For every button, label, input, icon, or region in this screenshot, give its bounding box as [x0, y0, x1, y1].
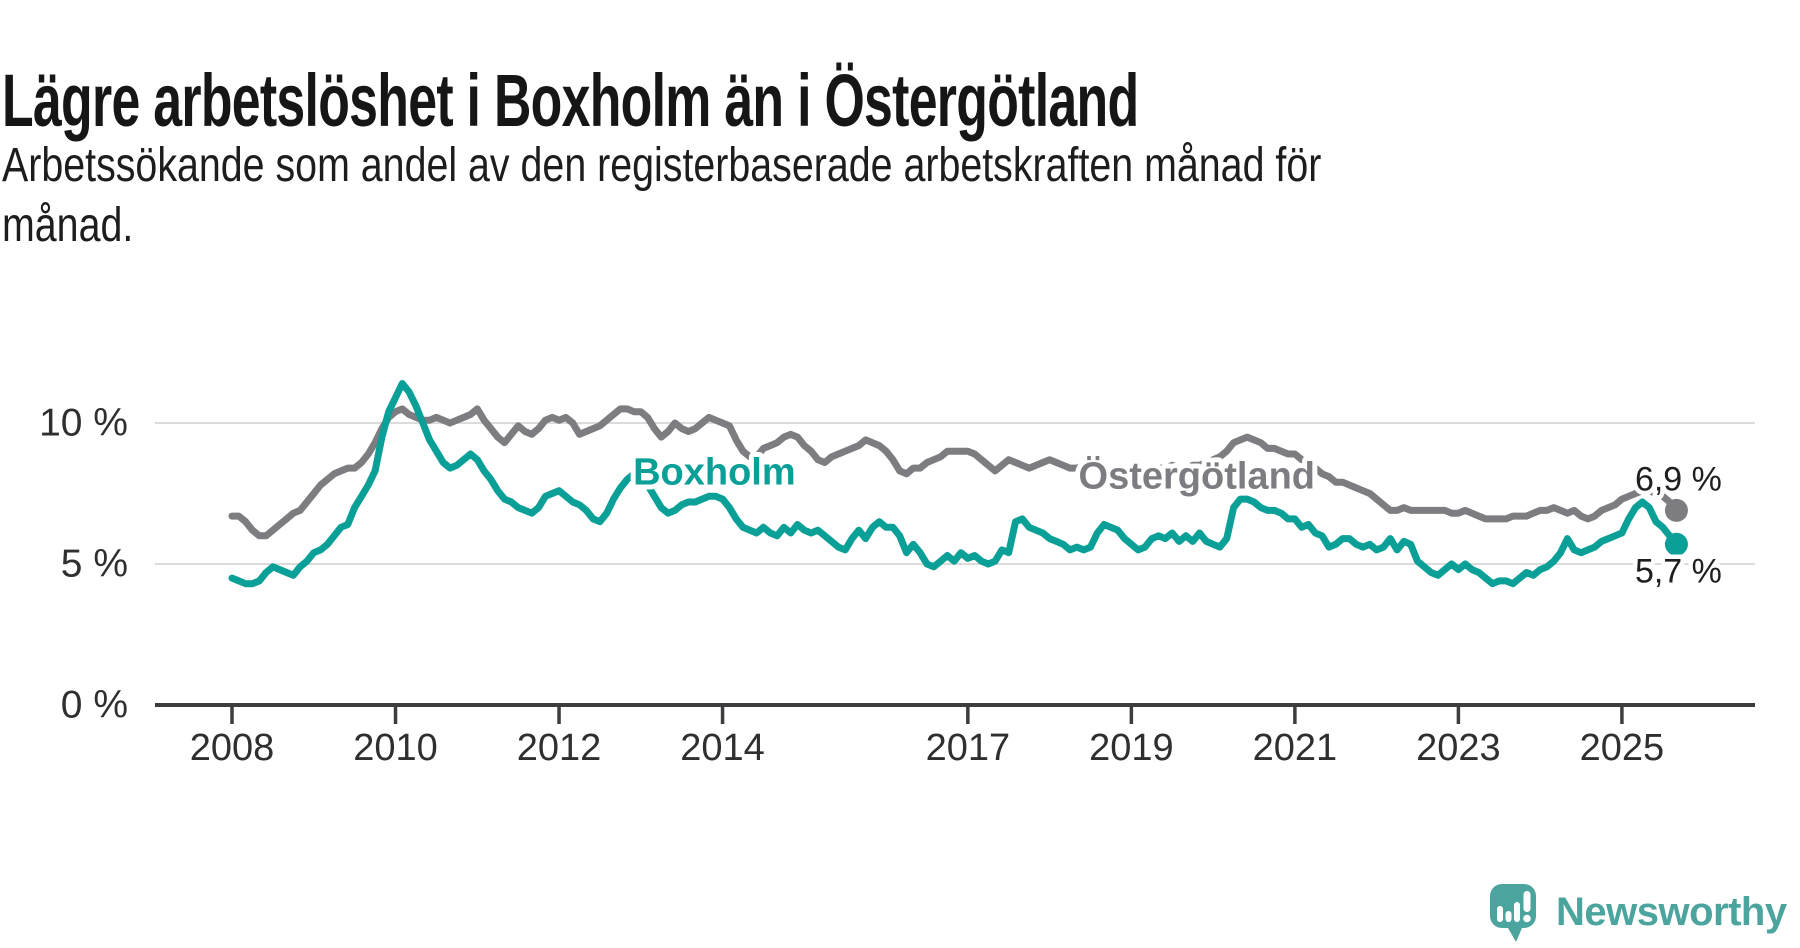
- x-tick-label-2021: 2021: [1253, 727, 1338, 769]
- x-tick-label-2008: 2008: [190, 727, 275, 769]
- line-chart: 10 % 5 % 0 % 2008 2010 2012 2014 2017 2019 2021 20…: [0, 300, 1800, 800]
- series-inline-label-östergötland: Östergötland: [1079, 455, 1315, 498]
- y-axis-label-5: 5 %: [61, 543, 128, 586]
- y-axis-label-0: 0 %: [61, 684, 128, 727]
- x-tick-label-2012: 2012: [517, 727, 602, 769]
- subtitle-line-1: Arbetssökande som andel av den registerb…: [2, 139, 1322, 192]
- series-end-label-östergötland: 6,9 %: [1635, 460, 1722, 498]
- series-line-östergötland: [228, 405, 1680, 540]
- y-axis-label-10: 10 %: [39, 402, 128, 445]
- x-tick-label-2017: 2017: [926, 727, 1011, 769]
- series-inline-label-boxholm: Boxholm: [633, 451, 796, 493]
- newsworthy-logo-icon: [1490, 884, 1536, 942]
- series-end-dot-östergötland: [1664, 498, 1688, 522]
- series-end-dot-boxholm: [1664, 532, 1688, 556]
- chart-subtitle: Arbetssökande som andel av den registerb…: [2, 136, 1321, 256]
- x-tick-label-2014: 2014: [680, 727, 765, 769]
- brand-name: Newsworthy: [1556, 890, 1787, 934]
- x-tick-label-2019: 2019: [1089, 727, 1174, 769]
- x-tick-label-2025: 2025: [1580, 727, 1665, 769]
- logo-bar-chart-glyph: [1497, 891, 1531, 923]
- x-tick-label-2023: 2023: [1416, 727, 1501, 769]
- subtitle-line-2: månad.: [2, 199, 134, 252]
- page-title: Lägre arbetslöshet i Boxholm än i Österg…: [2, 58, 1139, 142]
- brand-footer: Newsworthy: [1490, 884, 1787, 946]
- series-end-label-boxholm: 5,7 %: [1635, 552, 1722, 590]
- series-line-boxholm: [228, 380, 1680, 588]
- chart-svg: 10 % 5 % 0 % 2008 2010 2012 2014 2017 2019 2021 20…: [39, 380, 1755, 769]
- x-tick-label-2010: 2010: [353, 727, 438, 769]
